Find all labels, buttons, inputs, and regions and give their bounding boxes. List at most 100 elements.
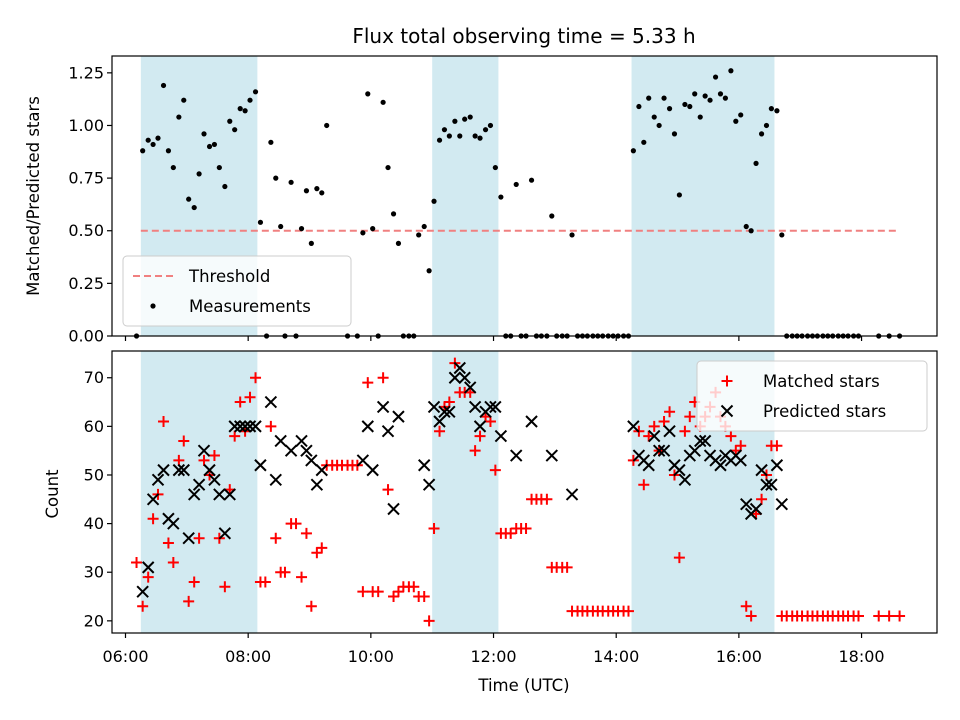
data-point [646, 95, 652, 101]
data-point [247, 97, 253, 103]
data-point [229, 430, 241, 442]
data-point [648, 429, 661, 443]
data-point [643, 430, 655, 442]
data-point [366, 463, 379, 477]
data-point [146, 493, 160, 506]
legend-swatch-marker [720, 404, 734, 418]
data-point [462, 116, 468, 122]
data-point [392, 410, 405, 423]
data-point [684, 411, 696, 423]
data-point [223, 488, 236, 501]
data-point [740, 600, 752, 612]
legend-label: Threshold [188, 267, 270, 286]
data-point [150, 141, 156, 148]
legend: Threshold Measurements [122, 255, 352, 327]
y-tick-label: 0.75 [68, 169, 104, 188]
data-point [765, 478, 778, 491]
data-point [468, 400, 482, 414]
data-point [273, 175, 279, 181]
data-point [473, 420, 487, 433]
observing-interval-band [140, 351, 258, 633]
data-point [141, 561, 155, 574]
data-point [734, 454, 747, 467]
count-panel: 20 30 40 50 60 70 Matched stars Predicted stars [84, 350, 938, 638]
data-point [167, 517, 180, 530]
data-point [232, 127, 238, 133]
data-point [377, 372, 389, 384]
data-point [545, 449, 559, 462]
data-point [453, 361, 466, 375]
data-point [688, 444, 701, 457]
data-point [763, 122, 770, 129]
data-point [145, 137, 151, 143]
data-point [257, 219, 264, 225]
data-point [305, 454, 318, 467]
data-point [165, 148, 172, 154]
data-point [852, 610, 864, 622]
data-point [197, 444, 211, 457]
data-point [206, 143, 213, 150]
data-point [268, 139, 274, 145]
data-point [182, 531, 195, 545]
data-point [648, 420, 660, 432]
data-point [678, 473, 692, 487]
y-tick-label: 0.50 [68, 221, 104, 240]
data-point [779, 232, 785, 238]
data-point [300, 527, 312, 539]
data-point [510, 449, 523, 462]
x-tick-label: 18:00 [838, 647, 884, 666]
data-point [452, 118, 458, 124]
data-point [743, 223, 749, 230]
data-point [201, 131, 207, 137]
data-point [482, 127, 489, 133]
data-point [697, 114, 703, 120]
data-point [151, 473, 165, 487]
data-point [458, 371, 471, 384]
observing-interval-band [631, 56, 775, 336]
data-point [775, 497, 789, 511]
data-point [714, 459, 727, 472]
data-point [682, 101, 688, 108]
data-point [725, 430, 737, 442]
data-point [474, 430, 486, 442]
data-point [477, 135, 483, 141]
data-point [642, 459, 655, 472]
data-point [243, 420, 257, 433]
data-point [356, 454, 370, 467]
data-point [448, 371, 462, 384]
data-point [753, 160, 759, 166]
y-tick-label: 0.00 [68, 327, 104, 346]
plot-frame [111, 350, 938, 634]
data-point [160, 82, 167, 89]
data-point [469, 445, 481, 457]
data-point [219, 581, 231, 593]
data-point [771, 440, 783, 452]
data-point [242, 108, 248, 114]
plot-frame [111, 55, 938, 337]
data-point [298, 226, 305, 232]
data-point [183, 595, 195, 607]
data-point [427, 400, 441, 414]
data-point [238, 420, 252, 433]
data-point [361, 420, 374, 433]
data-point [457, 133, 463, 139]
data-point [372, 586, 384, 598]
data-point [627, 420, 640, 433]
data-point [443, 405, 456, 418]
data-point [284, 444, 298, 457]
data-point [395, 240, 402, 246]
data-point [162, 537, 174, 549]
data-point [487, 122, 494, 129]
data-point [520, 522, 532, 534]
data-point [505, 527, 517, 539]
x-tick-label: 14:00 [593, 647, 639, 666]
x-tick-label: 08:00 [225, 647, 271, 666]
data-point [658, 416, 670, 427]
data-point [176, 114, 182, 120]
data-point [664, 406, 676, 418]
data-point [137, 600, 149, 612]
data-point [269, 473, 282, 487]
data-point [192, 478, 206, 491]
data-point [873, 610, 885, 622]
data-point [528, 177, 535, 183]
